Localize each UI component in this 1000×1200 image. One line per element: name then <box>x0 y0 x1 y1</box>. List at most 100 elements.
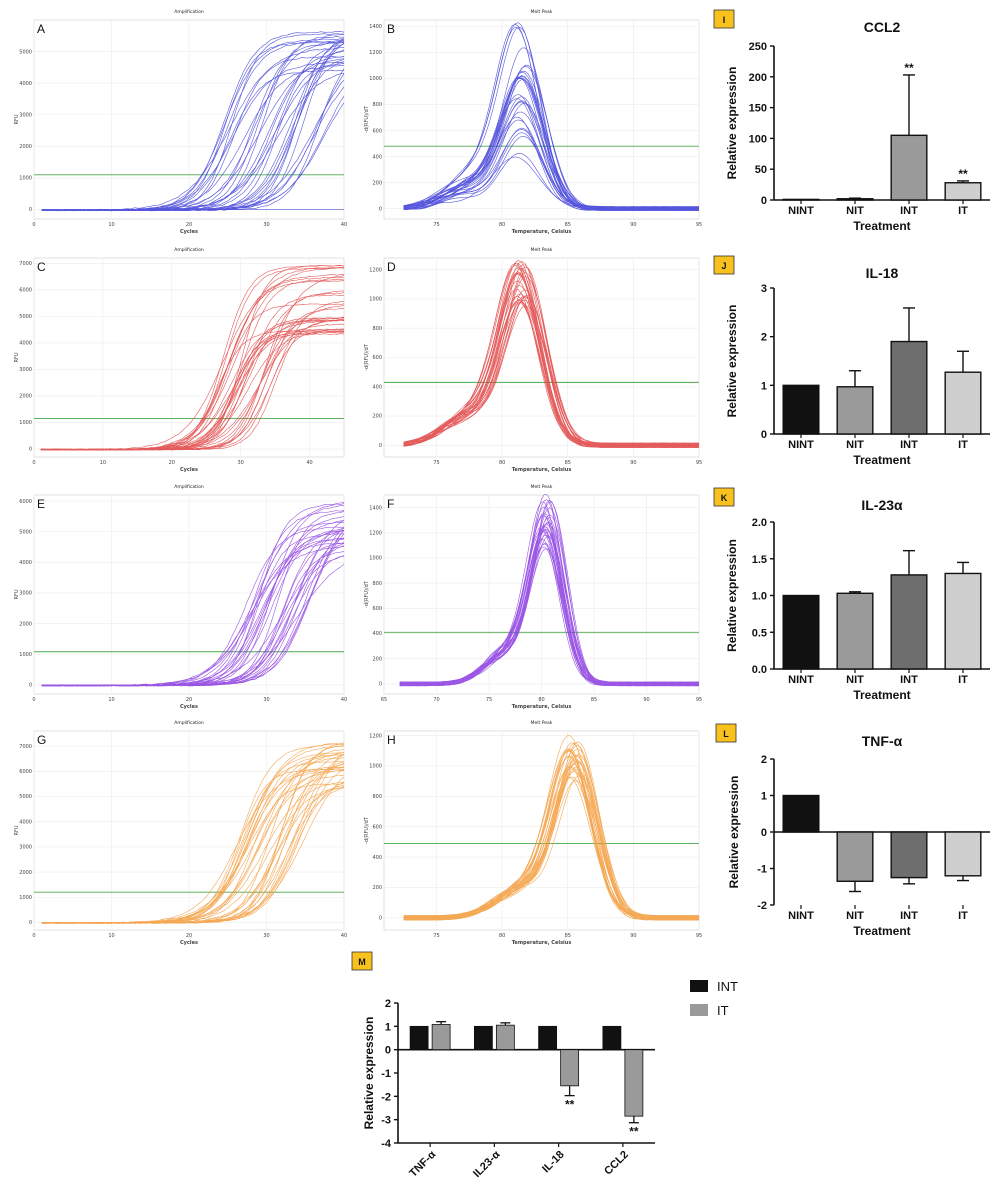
x-tick-label: 80 <box>538 697 544 703</box>
x-tick-label: CCL2 <box>602 1149 631 1178</box>
panel-title: Amplification <box>174 720 204 726</box>
bar <box>495 1024 515 1051</box>
panel-label: C <box>37 260 46 274</box>
y-tick-label: 0 <box>379 682 382 688</box>
y-tick-label: 3000 <box>19 591 32 597</box>
y-tick-label: 4000 <box>19 341 32 347</box>
y-axis-label: -d(RFU)/dT <box>364 816 370 844</box>
x-tick-label: 10 <box>108 222 114 228</box>
y-tick-label: 0.0 <box>752 664 767 676</box>
x-tick-label: NINT <box>788 205 814 217</box>
y-axis-label: -d(RFU)/dT <box>364 105 370 133</box>
melt-curve <box>403 296 700 448</box>
x-tick-label: 65 <box>381 697 387 703</box>
x-tick-label: INT <box>900 205 918 217</box>
panel-label: B <box>387 22 395 36</box>
panel-title: Melt Peak <box>531 247 553 253</box>
y-tick-label: 7000 <box>19 261 32 267</box>
y-axis-label: Relative expression <box>362 1017 376 1130</box>
x-tick-label: 95 <box>696 697 702 703</box>
legend-label: INT <box>717 979 738 994</box>
x-tick-label: NINT <box>788 910 814 922</box>
amplification-curve <box>41 519 345 687</box>
x-tick-label: 95 <box>696 222 702 228</box>
x-tick-label: INT <box>900 439 918 451</box>
y-tick-label: 2000 <box>19 621 32 627</box>
curves-group <box>403 734 700 921</box>
panel-title: Melt Peak <box>531 9 553 15</box>
bar <box>890 831 928 879</box>
chart-title: TNF-α <box>862 733 903 749</box>
y-axis-label: Relative expression <box>727 776 741 889</box>
legend-swatch <box>690 1004 708 1016</box>
bar <box>944 831 982 877</box>
y-tick-label: 1400 <box>369 505 382 511</box>
y-tick-label: 1000 <box>369 764 382 770</box>
y-tick-label: 1000 <box>19 420 32 426</box>
panel-l: L TNF-α -2 -1 0 1 2 NINT NIT INT IT Treatment Relati… <box>715 723 990 938</box>
y-tick-label: -1 <box>757 864 767 876</box>
x-tick-label: 30 <box>263 933 269 939</box>
panel-m: M -4 -3 -2 -1 0 1 2 TNF-α IL23-α ** IL-18 ** CCL2 Rela… <box>351 951 738 1180</box>
melt-curve <box>403 94 700 211</box>
y-tick-label: 200 <box>372 885 382 891</box>
y-tick-label: 1400 <box>369 24 382 30</box>
x-tick-label: TNF-α <box>407 1148 438 1179</box>
x-tick-label: NIT <box>846 910 864 922</box>
curves-group <box>403 22 700 211</box>
y-axis-label: RFU <box>14 352 20 362</box>
y-tick-label: 250 <box>749 41 767 53</box>
bar <box>782 198 820 201</box>
melt-curve <box>399 517 699 687</box>
x-tick-label: 80 <box>499 222 505 228</box>
y-tick-label: 0 <box>761 195 767 207</box>
curves-group <box>40 264 345 451</box>
y-tick-label: 0 <box>761 429 767 441</box>
y-tick-label: 2000 <box>19 144 32 150</box>
melt-curve <box>403 766 700 921</box>
y-tick-label: 600 <box>372 606 382 612</box>
x-tick-label: 20 <box>169 460 175 466</box>
y-tick-label: -4 <box>381 1138 392 1150</box>
y-tick-label: 1 <box>761 380 767 392</box>
panel-h: Melt Peak 75 80 85 90 95 0 200 400 600 800 1000 1200… <box>362 718 707 950</box>
panel-c: Amplification 0 10 20 30 40 0 1000 2000 3000 4000 5… <box>12 245 352 477</box>
amplification-curve <box>41 58 345 211</box>
panel-label: G <box>37 733 46 747</box>
y-tick-label: 600 <box>372 355 382 361</box>
melt-curve <box>403 754 700 920</box>
y-tick-label: 400 <box>372 855 382 861</box>
curves-group <box>403 260 700 448</box>
y-tick-label: 1000 <box>369 556 382 562</box>
x-axis-label: Treatment <box>853 453 910 467</box>
panel-label: M <box>358 957 366 967</box>
x-tick-label: 0 <box>32 933 35 939</box>
chart-title: CCL2 <box>864 19 901 35</box>
y-tick-label: 6000 <box>19 499 32 505</box>
x-tick-label: 90 <box>630 933 636 939</box>
amplification-curve <box>40 267 345 451</box>
panel-label: E <box>37 497 45 511</box>
y-tick-label: 0 <box>29 207 32 213</box>
bar <box>890 340 928 435</box>
x-tick-label: 80 <box>499 933 505 939</box>
x-axis-label: Temperature, Celsius <box>512 940 572 946</box>
y-tick-label: 0 <box>379 916 382 922</box>
y-tick-label: 2000 <box>19 870 32 876</box>
panel-label: J <box>721 261 726 271</box>
panel-title: Melt Peak <box>531 720 553 726</box>
y-tick-label: 1200 <box>369 733 382 739</box>
panel-g: Amplification 0 10 20 30 40 0 1000 2000 3000 4000 5… <box>12 718 352 950</box>
y-tick-label: 3000 <box>19 367 32 373</box>
y-tick-label: -3 <box>381 1115 391 1127</box>
panel-k: K IL-23α 0.0 0.5 1.0 1.5 2.0 NINT NIT INT IT Treatm… <box>713 487 990 702</box>
x-axis-label: Cycles <box>180 229 198 235</box>
bar <box>944 572 982 670</box>
x-tick-label: NIT <box>846 674 864 686</box>
x-tick-label: 30 <box>263 697 269 703</box>
panel-background <box>12 482 352 714</box>
panel-label: K <box>721 493 728 503</box>
significance-marker: ** <box>565 1098 575 1112</box>
y-tick-label: 2 <box>761 754 767 766</box>
